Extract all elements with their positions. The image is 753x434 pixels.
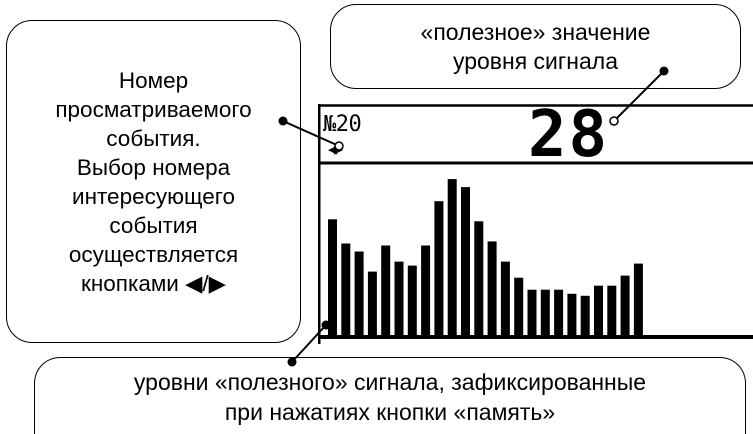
bar [447, 179, 457, 336]
event-number-callout-text: Номер просматриваемого события. Выбор но… [55, 66, 251, 298]
bar [367, 271, 377, 336]
bar [514, 277, 524, 336]
bar [474, 221, 484, 336]
bar-series [328, 179, 643, 336]
callout-line: кнопками ◀/▶ [81, 270, 226, 296]
callout-line: просматриваемого [55, 96, 252, 122]
display-frame [318, 104, 753, 344]
callout-line: «полезное» значение [420, 18, 651, 45]
callout-line: уровни «полезного» сигнала, зафиксирован… [133, 369, 647, 395]
bar [434, 201, 444, 336]
bar [328, 219, 337, 336]
bar [381, 245, 391, 336]
signal-value-readout: 28 [528, 98, 610, 172]
bar [527, 289, 537, 336]
callout-line: уровня сигнала [452, 47, 619, 74]
callout-line: события [109, 212, 198, 238]
signal-value-callout: «полезное» значение уровня сигнала [330, 4, 741, 89]
event-number-readout: №20 [323, 112, 362, 137]
nav-arrows-icon: ◀▶ [328, 140, 343, 158]
bar [500, 261, 510, 336]
callout-line: Выбор номера [76, 154, 231, 180]
bar [394, 261, 404, 336]
callout-line: события. [106, 125, 201, 151]
callout-line: Номер [118, 67, 189, 93]
bar [633, 263, 643, 336]
bar [421, 245, 431, 336]
callout-line: при нажатиях кнопки «память» [224, 399, 556, 425]
bar [407, 265, 417, 336]
callout-line: осуществляется [68, 241, 239, 267]
signal-levels-callout-text: уровни «полезного» сигнала, зафиксирован… [134, 365, 646, 427]
bar [580, 295, 590, 336]
bar [567, 293, 577, 336]
bar [594, 285, 603, 336]
bar [540, 289, 550, 336]
callout-line: интересующего [72, 183, 235, 209]
bar [461, 187, 470, 336]
bar [620, 275, 630, 336]
event-number-callout: Номер просматриваемого события. Выбор но… [6, 20, 301, 343]
signal-levels-callout: уровни «полезного» сигнала, зафиксирован… [34, 357, 746, 434]
bar [354, 251, 364, 336]
bar [487, 241, 497, 336]
device-display: №20 ◀▶ 28 [318, 98, 753, 344]
bar [607, 285, 617, 336]
bar [554, 289, 564, 336]
bar [341, 243, 351, 336]
signal-value-callout-text: «полезное» значение уровня сигнала [421, 18, 651, 76]
